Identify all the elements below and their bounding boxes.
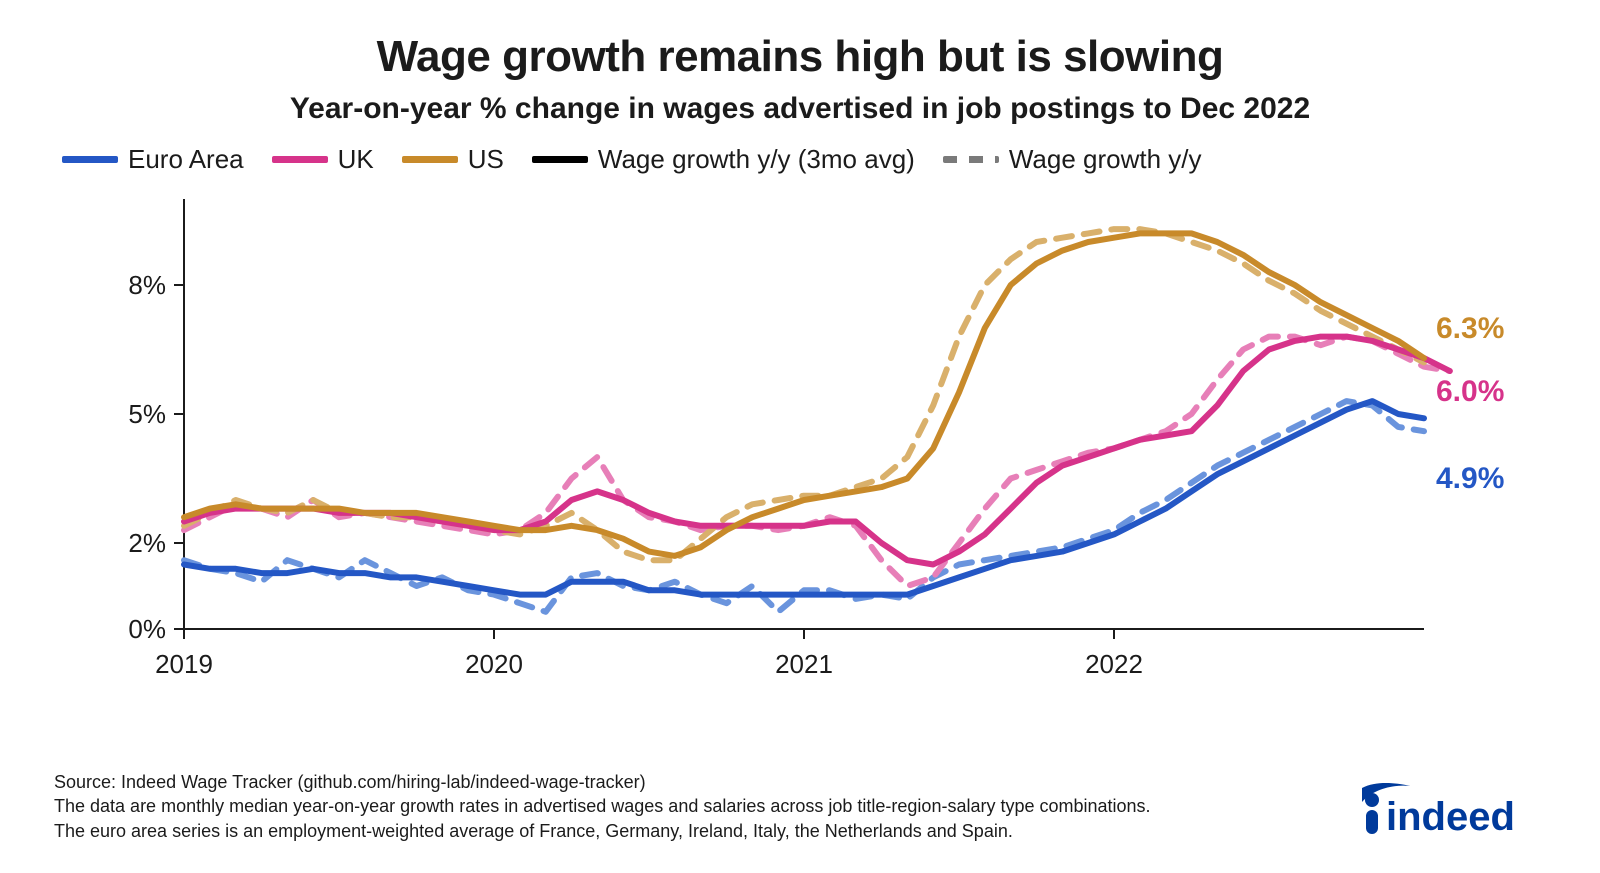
end-label-uk: 6.0% — [1436, 375, 1504, 409]
legend-item-us: US — [402, 144, 504, 175]
legend-label-euro: Euro Area — [128, 144, 244, 175]
footnotes: Source: Indeed Wage Tracker (github.com/… — [54, 770, 1151, 843]
end-label-us: 6.3% — [1436, 312, 1504, 346]
svg-text:2021: 2021 — [775, 649, 833, 679]
svg-text:5%: 5% — [128, 399, 166, 429]
legend-label-uk: UK — [338, 144, 374, 175]
logo-text: indeed — [1386, 795, 1515, 838]
chart-plot: 0% 2% 5% 8% 2019 2020 2021 2022 6.3% 6.0% 4.9% — [54, 189, 1546, 709]
footnote-line2: The data are monthly median year-on-year… — [54, 794, 1151, 818]
chart-title: Wage growth remains high but is slowing — [54, 32, 1546, 82]
legend-swatch-solid — [532, 156, 588, 163]
end-label-euro: 4.9% — [1436, 462, 1504, 496]
svg-text:2019: 2019 — [155, 649, 213, 679]
chart-container: Wage growth remains high but is slowing … — [0, 0, 1600, 873]
legend-swatch-us — [402, 156, 458, 163]
indeed-logo-svg: indeed — [1350, 782, 1530, 838]
chart-svg: 0% 2% 5% 8% 2019 2020 2021 2022 — [54, 189, 1546, 709]
legend-label-us: US — [468, 144, 504, 175]
chart-subtitle: Year-on-year % change in wages advertise… — [54, 92, 1546, 126]
legend-item-uk: UK — [272, 144, 374, 175]
legend-swatch-euro — [62, 156, 118, 163]
svg-text:2020: 2020 — [465, 649, 523, 679]
footnote-source: Source: Indeed Wage Tracker (github.com/… — [54, 770, 1151, 794]
svg-text:2%: 2% — [128, 528, 166, 558]
svg-text:2022: 2022 — [1085, 649, 1143, 679]
legend-item-euro: Euro Area — [62, 144, 244, 175]
legend-item-solid: Wage growth y/y (3mo avg) — [532, 144, 915, 175]
footnote-line3: The euro area series is an employment-we… — [54, 819, 1151, 843]
legend-label-dashed: Wage growth y/y — [1009, 144, 1202, 175]
legend-swatch-uk — [272, 156, 328, 163]
legend: Euro Area UK US Wage growth y/y (3mo avg… — [54, 144, 1546, 175]
indeed-logo: indeed — [1350, 782, 1530, 843]
legend-item-dashed: Wage growth y/y — [943, 144, 1202, 175]
legend-label-solid: Wage growth y/y (3mo avg) — [598, 144, 915, 175]
svg-text:0%: 0% — [128, 614, 166, 644]
legend-swatch-dashed — [943, 156, 999, 163]
svg-text:8%: 8% — [128, 270, 166, 300]
